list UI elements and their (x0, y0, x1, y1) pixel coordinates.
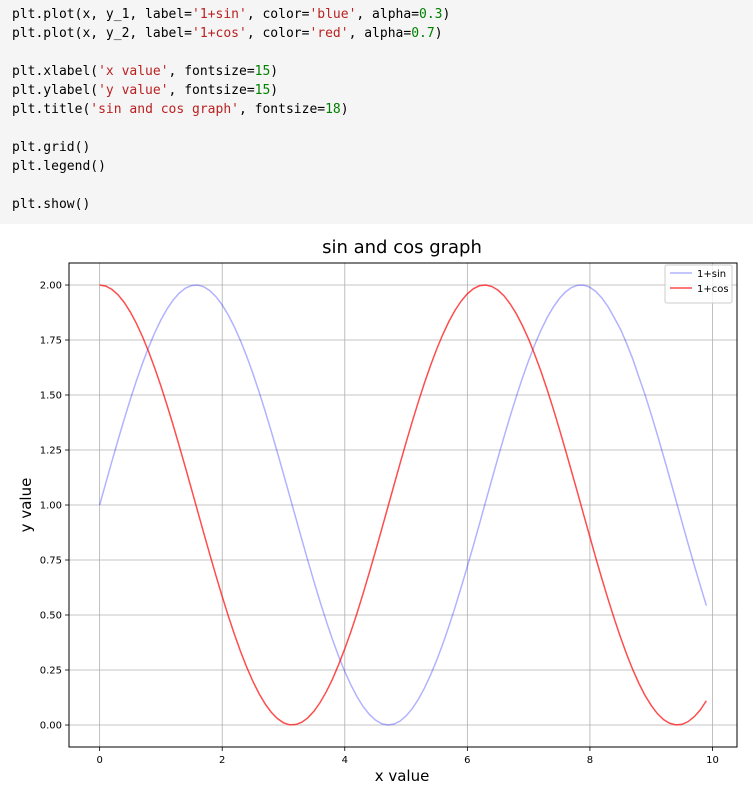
line-chart: sin and cos graph 0 2 4 6 8 10 0.00 0.25 0.50 0.7… (17, 237, 738, 785)
grid-lines (69, 263, 737, 747)
x-tick-label: 8 (587, 755, 593, 766)
code-cell[interactable]: plt.plot(x, y_1, label='1+sin', color='b… (0, 0, 753, 224)
x-tick-label: 0 (96, 755, 102, 766)
code-token: ) (340, 102, 349, 117)
y-tick-label: 0.25 (40, 666, 62, 677)
code-token: plt.show() (12, 197, 91, 212)
code-token: plt.grid() (12, 140, 91, 155)
code-token: plt.plot(x, y_2, label= (12, 26, 193, 41)
series-lines (98, 284, 708, 726)
code-token: 'red' (309, 26, 349, 41)
legend-label: 1+cos (697, 284, 729, 295)
x-tick-label: 4 (342, 755, 348, 766)
code-token: 18 (325, 102, 341, 117)
code-token: plt.ylabel( (12, 83, 99, 98)
x-tick-label: 6 (464, 755, 470, 766)
code-token: 'y value' (98, 83, 169, 98)
code-token: , fontsize= (168, 64, 255, 79)
code-token: '1+sin' (192, 7, 247, 22)
y-tick-label: 0.50 (40, 611, 62, 622)
x-tick-label: 10 (706, 755, 719, 766)
legend-label: 1+sin (697, 269, 726, 280)
x-tick-label: 2 (219, 755, 225, 766)
code-token: 15 (254, 64, 271, 79)
code-token: 'blue' (309, 7, 357, 22)
code-line: plt.plot(x, y_1, label='1+sin', color='b… (12, 5, 753, 24)
code-line: plt.grid() (12, 138, 753, 157)
chart-title: sin and cos graph (322, 237, 482, 258)
code-token: plt.legend() (12, 159, 106, 174)
code-token: , fontsize= (168, 83, 255, 98)
code-line (12, 43, 753, 62)
code-line: plt.show() (12, 195, 753, 214)
code-line: plt.ylabel('y value', fontsize=15) (12, 81, 753, 100)
code-token: ) (270, 64, 279, 79)
code-token: 'x value' (98, 64, 169, 79)
x-axis-label: x value (375, 767, 430, 785)
code-token: ) (434, 26, 443, 41)
code-token: plt.xlabel( (12, 64, 99, 79)
code-token: ) (442, 7, 451, 22)
code-line: plt.title('sin and cos graph', fontsize=… (12, 100, 753, 119)
y-axis-label: y value (17, 478, 35, 533)
code-token: 0.3 (419, 7, 443, 22)
axis-ticks: 0 2 4 6 8 10 0.00 0.25 0.50 0.75 1.00 1.25 1.50 1.75 2… (40, 281, 719, 767)
output-area: sin and cos graph 0 2 4 6 8 10 0.00 0.25 0.50 0.7… (0, 224, 753, 794)
code-token: '1+cos' (192, 26, 247, 41)
legend-box (664, 264, 733, 304)
y-tick-label: 2.00 (40, 281, 62, 292)
code-token: 0.7 (411, 26, 435, 41)
code-line (12, 176, 753, 195)
code-token: , fontsize= (239, 102, 326, 117)
series-line-2 (99, 284, 707, 726)
code-token: 'sin and cos graph' (90, 102, 239, 117)
code-line: plt.legend() (12, 157, 753, 176)
code-token: plt.title( (12, 102, 91, 117)
code-line: plt.plot(x, y_2, label='1+cos', color='r… (12, 24, 753, 43)
series-line-1 (98, 284, 708, 726)
y-tick-label: 1.75 (40, 336, 62, 347)
y-tick-label: 1.00 (40, 501, 62, 512)
code-token: ) (270, 83, 279, 98)
code-block: plt.plot(x, y_1, label='1+sin', color='b… (12, 5, 753, 214)
code-token: , alpha= (348, 26, 412, 41)
legend: 1+sin 1+cos (664, 264, 733, 304)
y-tick-label: 0.00 (40, 721, 62, 732)
code-token: , alpha= (356, 7, 420, 22)
code-token: , color= (246, 7, 310, 22)
code-token: , color= (246, 26, 310, 41)
y-tick-label: 1.50 (40, 391, 62, 402)
y-tick-label: 0.75 (40, 556, 62, 567)
code-line (12, 119, 753, 138)
code-token: 15 (254, 83, 271, 98)
y-tick-label: 1.25 (40, 446, 62, 457)
code-line: plt.xlabel('x value', fontsize=15) (12, 62, 753, 81)
code-token: plt.plot(x, y_1, label= (12, 7, 193, 22)
